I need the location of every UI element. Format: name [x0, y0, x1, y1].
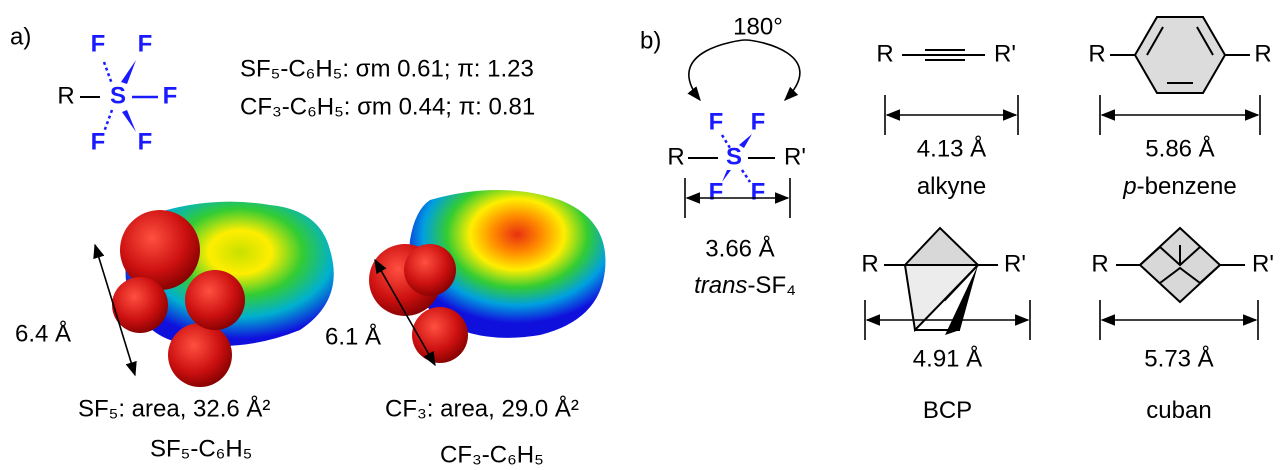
distance-label: 5.86 Å — [1145, 134, 1214, 162]
esp-surface — [112, 202, 334, 387]
name-part: -SF₄ — [747, 272, 795, 299]
property: CF₃-C₆H₅: σm 0.44; π: 0.81 — [240, 93, 535, 120]
sf5-structure-part — [104, 62, 112, 84]
atom: F — [91, 128, 106, 155]
atom: F — [709, 108, 724, 135]
atom: R — [1088, 40, 1105, 67]
name-part: alkyne — [917, 173, 986, 200]
esp-surface-part — [412, 307, 468, 363]
compound-name: trans-SF₄ — [694, 272, 796, 299]
esp-surface-part — [185, 270, 245, 330]
compound-name: BCP — [923, 397, 972, 424]
atom: R — [1254, 40, 1271, 67]
atom: S — [726, 143, 742, 170]
compound-name: cuban — [1146, 397, 1211, 424]
atom: F — [138, 128, 153, 155]
length-label: 6.1 Å — [325, 322, 381, 350]
atom: R — [57, 82, 74, 109]
distance-label: 5.73 Å — [1144, 344, 1213, 372]
dimension — [685, 178, 790, 218]
atom: R' — [994, 40, 1016, 67]
esp-surface-part — [404, 244, 456, 296]
esp-surface — [369, 190, 605, 363]
atom: F — [709, 178, 724, 205]
name-part: BCP — [923, 397, 972, 424]
atom: R — [1091, 250, 1108, 277]
atom: F — [751, 108, 766, 135]
sf4-structure-part — [722, 170, 731, 182]
rotation-arrow — [689, 40, 800, 100]
atom: R — [861, 250, 878, 277]
panel-label: b) — [640, 27, 661, 54]
cubane-structure: R R' — [1091, 228, 1274, 302]
atom: F — [751, 178, 766, 205]
sf5-structure-part — [121, 60, 136, 84]
sf5-structure-part — [122, 110, 136, 132]
distance-label: 4.91 Å — [913, 344, 982, 372]
name-part: -benzene — [1137, 173, 1237, 200]
atom: R — [876, 40, 893, 67]
length-label: 6.4 Å — [15, 319, 71, 347]
atom: R' — [784, 143, 806, 170]
sf5-structure: R S F F F F F — [57, 30, 177, 155]
benzene-structure-part — [1135, 17, 1225, 93]
atom: F — [163, 82, 178, 109]
atom: S — [110, 82, 126, 109]
compound-name: CF₃-C₆H₅ — [440, 441, 544, 468]
area-label: SF₅: area, 32.6 Å² — [78, 394, 270, 422]
alkyne-structure: R R' — [876, 40, 1016, 67]
distance-label: 4.13 Å — [917, 134, 986, 162]
atom: R' — [1004, 250, 1026, 277]
esp-surface-part — [112, 277, 168, 333]
compound-name: alkyne — [917, 173, 986, 200]
panel-label: a) — [10, 23, 31, 50]
compound-name: SF₅-C₆H₅ — [150, 435, 252, 462]
esp-surface-part — [168, 323, 232, 387]
atom: F — [91, 30, 106, 57]
esp-surface-part — [120, 210, 200, 290]
name-part: cuban — [1146, 397, 1211, 424]
atom: R' — [1252, 250, 1274, 277]
compound-name: p-benzene — [1122, 173, 1236, 200]
name-part: p — [1122, 173, 1136, 200]
name-part: trans — [694, 272, 747, 299]
bcp-structure: R R' — [861, 228, 1026, 335]
benzene-structure: R R — [1088, 17, 1271, 93]
figure: a) R S F F F F F SF₅-C₆H₅: σm 0.61; π: 1… — [0, 0, 1280, 470]
distance-label: 3.66 Å — [705, 234, 774, 262]
property: SF₅-C₆H₅: σm 0.61; π: 1.23 — [240, 55, 534, 82]
sf4-structure-part — [742, 170, 750, 182]
atom: R — [667, 143, 684, 170]
area-label: CF₃: area, 29.0 Å² — [385, 394, 579, 422]
sf4-structure: R S R' F F F F — [667, 108, 806, 205]
angle-label: 180° — [733, 13, 783, 40]
atom: F — [138, 30, 153, 57]
